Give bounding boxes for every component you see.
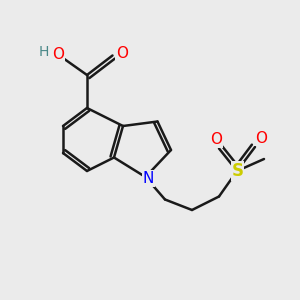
Text: S: S <box>232 162 244 180</box>
Text: O: O <box>210 132 222 147</box>
Text: O: O <box>255 130 267 146</box>
Text: O: O <box>116 46 128 62</box>
Text: O: O <box>52 47 64 62</box>
Text: N: N <box>143 171 154 186</box>
Text: H: H <box>38 45 49 58</box>
